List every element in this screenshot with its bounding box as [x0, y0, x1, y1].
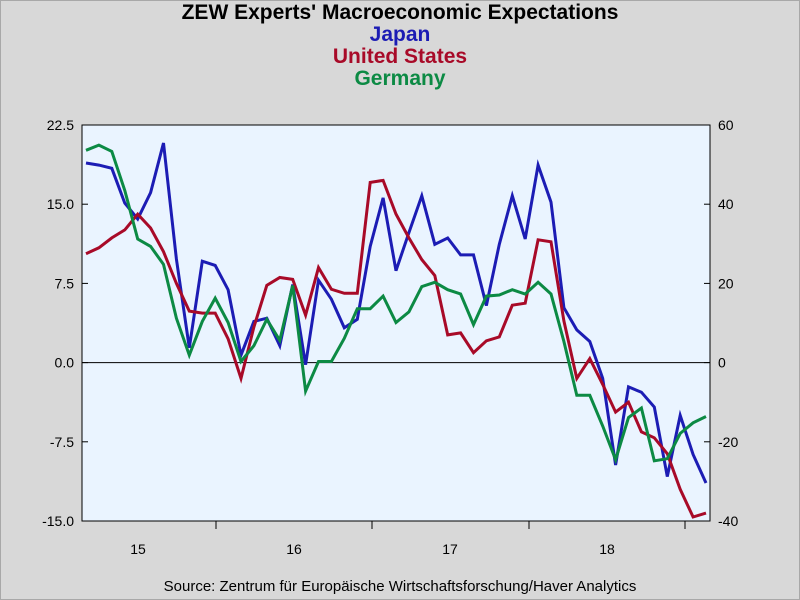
right-axis-tick-label: 60	[718, 117, 734, 133]
left-axis-tick-label: 0.0	[55, 355, 75, 371]
chart-title: ZEW Experts' Macroeconomic Expectations	[181, 1, 619, 24]
left-axis-tick-label: 15.0	[47, 196, 74, 212]
right-axis-tick-label: 0	[718, 355, 726, 371]
series-line-japan	[85, 142, 708, 484]
right-axis-tick-label: -40	[718, 513, 738, 529]
series-line-germany	[85, 143, 707, 465]
x-axis-tick-label: 18	[599, 541, 615, 557]
left-axis-tick-label: -7.5	[50, 434, 74, 450]
x-axis-tick-label: 16	[286, 541, 302, 557]
left-axis-tick-label: 22.5	[47, 117, 74, 133]
tick-labels: -15.0 -7.5 0.0 7.5 15.0 22.5 -40 -20 0 20 40 60 15 16…	[42, 117, 738, 557]
right-axis-tick-label: 20	[718, 275, 734, 291]
legend-japan: Japan	[369, 23, 431, 46]
legend-united-states: United States	[332, 45, 468, 68]
series-lines	[85, 142, 708, 519]
x-axis-tick-label: 15	[130, 541, 146, 557]
left-axis-tick-label: -15.0	[42, 513, 74, 529]
series-line-united-states	[85, 178, 707, 519]
axis-ticks	[82, 124, 710, 529]
left-axis-tick-label: 7.5	[55, 275, 75, 291]
right-axis-tick-label: 40	[718, 196, 734, 212]
legend-germany: Germany	[354, 67, 446, 90]
source-note: Source: Zentrum für Europäische Wirtscha…	[163, 578, 637, 595]
right-axis-tick-label: -20	[718, 434, 738, 450]
title-block: ZEW Experts' Macroeconomic Expectations …	[0, 2, 800, 90]
x-axis-tick-label: 17	[442, 541, 458, 557]
